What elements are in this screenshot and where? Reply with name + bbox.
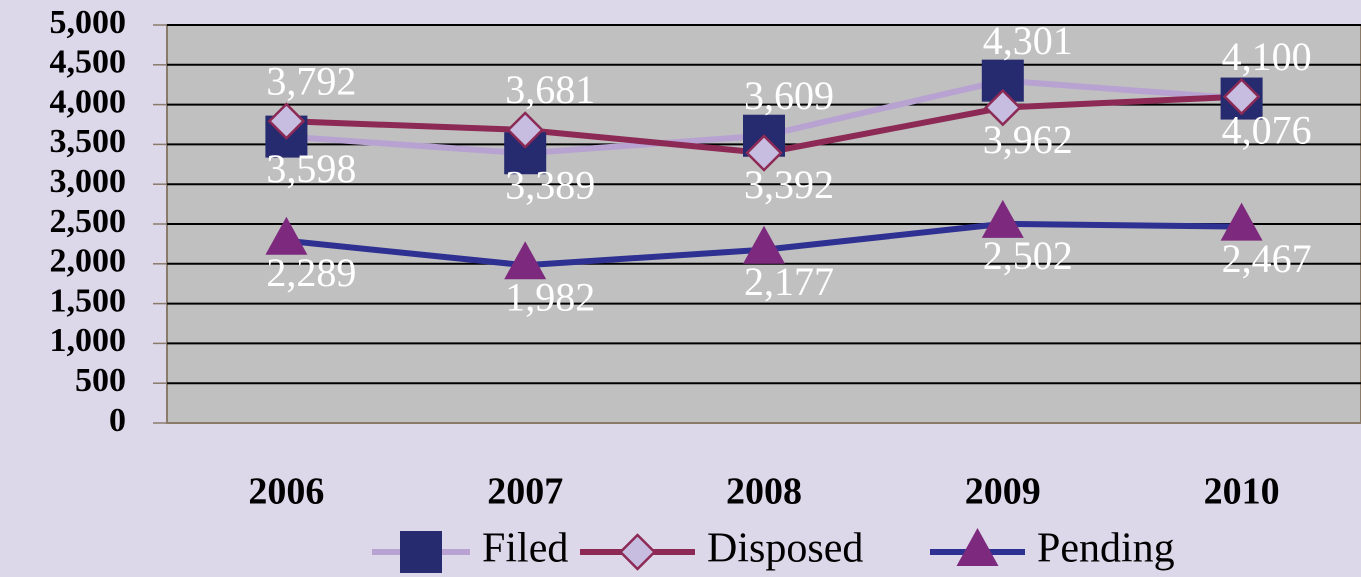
point-marker (265, 216, 308, 255)
point-marker (267, 102, 306, 140)
data-label: 3,962 (983, 117, 1073, 162)
point-marker (506, 111, 544, 149)
legend-label: Pending (1037, 526, 1175, 572)
point-marker (745, 134, 783, 172)
data-label: 2,289 (266, 250, 356, 295)
data-label: 4,076 (1222, 108, 1312, 153)
data-label: 3,392 (744, 162, 834, 207)
data-label: 3,792 (266, 58, 356, 103)
data-label: 3,389 (505, 162, 595, 207)
y-tick-label: 3,000 (50, 163, 127, 200)
y-tick-label: 1,500 (50, 282, 127, 319)
legend-label: Disposed (707, 526, 863, 572)
data-label: 3,681 (505, 67, 595, 112)
y-tick-label: 3,500 (50, 123, 127, 160)
point-marker (1222, 77, 1261, 116)
y-tick-label: 4,000 (50, 83, 127, 120)
data-label: 3,598 (266, 146, 356, 191)
y-tick-label: 0 (109, 402, 126, 439)
y-tick-label: 2,500 (50, 203, 127, 240)
legend-marker (400, 531, 442, 573)
legend-label: Filed (482, 526, 568, 572)
data-label: 4,100 (1222, 34, 1312, 79)
y-tick-label: 5,000 (50, 4, 127, 41)
y-tick-label: 1,000 (50, 322, 127, 359)
point-marker (984, 88, 1022, 127)
data-label: 2,502 (983, 233, 1073, 278)
y-tick-label: 4,500 (50, 44, 127, 81)
y-tick-label: 2,000 (50, 243, 127, 280)
data-label: 1,982 (505, 274, 595, 319)
point-marker (1220, 202, 1263, 241)
legend-marker (956, 528, 999, 566)
x-tick-label: 2007 (487, 471, 563, 513)
data-label: 2,467 (1222, 236, 1312, 281)
x-tick-label: 2008 (726, 471, 802, 513)
point-marker (743, 225, 785, 264)
data-label: 4,301 (983, 18, 1073, 63)
legend-marker (618, 533, 657, 571)
point-marker (504, 241, 547, 280)
x-tick-label: 2006 (248, 471, 324, 513)
y-tick-label: 500 (75, 362, 126, 399)
data-label: 3,609 (744, 73, 834, 118)
point-marker (981, 199, 1024, 238)
data-label: 2,177 (744, 259, 834, 304)
x-tick-label: 2009 (965, 471, 1041, 513)
x-tick-label: 2010 (1204, 471, 1280, 513)
